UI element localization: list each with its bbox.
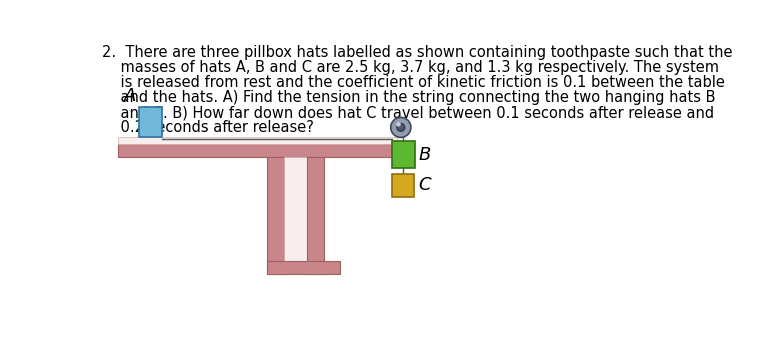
Bar [392, 174, 414, 197]
Bar [307, 157, 324, 274]
Bar [391, 141, 415, 168]
Bar [139, 107, 162, 138]
Bar [284, 157, 307, 274]
Bar [266, 261, 340, 274]
Text: B: B [419, 146, 431, 164]
Bar [266, 157, 284, 274]
Text: is released from rest and the coefficient of kinetic friction is 0.1 between the: is released from rest and the coefficien… [102, 75, 725, 90]
Text: and the hats. A) Find the tension in the string connecting the two hanging hats : and the hats. A) Find the tension in the… [102, 90, 716, 105]
Circle shape [397, 122, 401, 127]
Circle shape [397, 123, 405, 131]
Text: and C. B) How far down does hat C travel between 0.1 seconds after release and: and C. B) How far down does hat C travel… [102, 105, 715, 120]
Circle shape [390, 117, 411, 138]
Text: 2.  There are three pillbox hats labelled as shown containing toothpaste such th: 2. There are three pillbox hats labelled… [102, 45, 733, 60]
Bar [118, 138, 397, 144]
Text: masses of hats A, B and C are 2.5 kg, 3.7 kg, and 1.3 kg respectively. The syste: masses of hats A, B and C are 2.5 kg, 3.… [102, 60, 719, 75]
Text: 0.2 seconds after release?: 0.2 seconds after release? [102, 120, 314, 135]
Text: C: C [418, 176, 430, 194]
Bar [118, 144, 397, 157]
Text: A: A [124, 87, 136, 105]
